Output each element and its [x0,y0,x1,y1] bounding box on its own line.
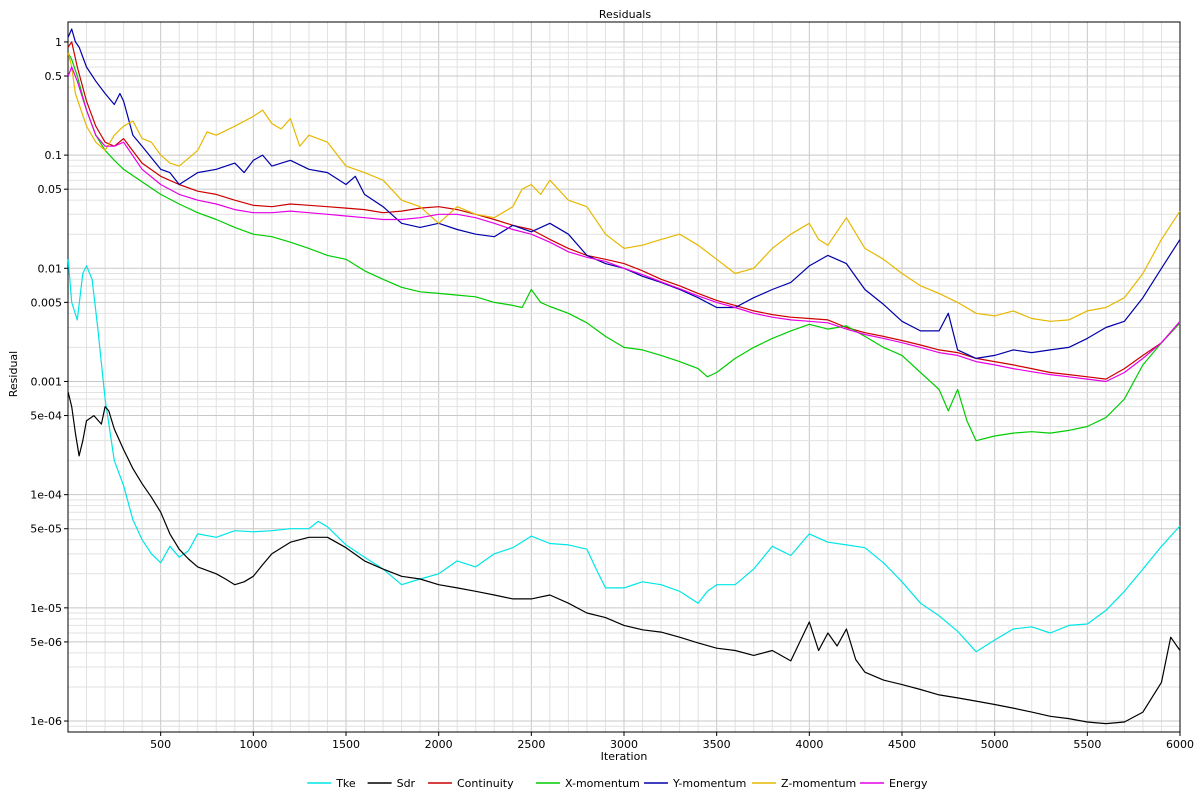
y-tick-label: 5e-06 [30,636,62,649]
series-line-sdr [67,392,1181,725]
x-tick-label: 3500 [703,738,731,751]
grid [68,22,1180,733]
y-tick-label: 0.5 [45,70,63,83]
x-tick-label: 1500 [332,738,360,751]
legend: Tke Sdr Continuity X-momentum Y-momentum Z-mo… [307,777,928,790]
series-group [67,28,1181,725]
series-line-x-momentum [67,52,1181,442]
legend-label: Tke [335,777,356,790]
y-tick-label: 1 [55,36,62,49]
x-tick-label: 3000 [610,738,638,751]
chart-title: Residuals [599,8,651,21]
y-axis-ticks: 1 0.5 0.1 0.05 0.01 0.005 0.001 5e-04 1e-04 5e-05… [30,36,68,728]
legend-label: Energy [889,777,928,790]
x-tick-label: 2000 [425,738,453,751]
y-axis-title: Residual [7,351,20,397]
legend-label: Y-momentum [672,777,746,790]
series-line-y-momentum [67,28,1181,359]
legend-label: Continuity [457,777,514,790]
x-tick-label: 4500 [888,738,916,751]
y-tick-label: 1e-06 [30,715,62,728]
y-tick-label: 5e-05 [30,523,62,536]
x-tick-label: 500 [150,738,171,751]
y-tick-label: 0.05 [38,183,63,196]
x-tick-label: 5500 [1073,738,1101,751]
legend-label: X-momentum [565,777,640,790]
y-tick-label: 0.01 [38,262,63,275]
y-tick-label: 0.005 [31,296,63,309]
series-line-tke [67,259,1181,653]
x-axis-title: Iteration [601,750,648,763]
x-tick-label: 6000 [1166,738,1194,751]
legend-label: Sdr [397,777,416,790]
y-tick-label: 1e-04 [30,489,62,502]
x-tick-label: 4000 [795,738,823,751]
x-tick-label: 2500 [517,738,545,751]
x-axis-ticks: 500 1000 1500 2000 2500 3000 3500 4000 4500 5000 5… [150,732,1194,751]
y-tick-label: 5e-04 [30,410,62,423]
series-line-energy [67,66,1181,383]
series-line-z-momentum [67,52,1181,322]
legend-label: Z-momentum [781,777,856,790]
y-tick-label: 1e-05 [30,602,62,615]
x-tick-label: 5000 [981,738,1009,751]
y-tick-label: 0.001 [31,375,63,388]
y-tick-label: 0.1 [45,149,63,162]
x-tick-label: 1000 [239,738,267,751]
